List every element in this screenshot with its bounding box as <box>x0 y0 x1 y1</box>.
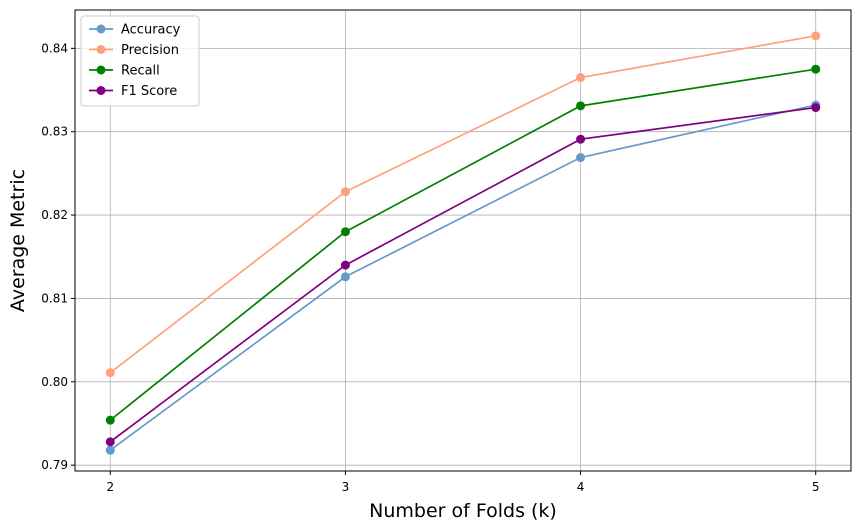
grid-lines <box>75 10 851 471</box>
y-tick-label: 0.80 <box>41 375 68 389</box>
data-point-accuracy <box>576 153 586 163</box>
legend-swatch-marker <box>96 24 106 34</box>
series-group <box>105 31 821 455</box>
data-point-recall <box>576 101 586 111</box>
legend-swatch-marker <box>96 65 106 75</box>
y-tick-label: 0.81 <box>41 291 68 305</box>
data-point-precision <box>105 368 115 378</box>
x-tick-label: 3 <box>342 480 350 494</box>
data-point-f1-score <box>105 437 115 447</box>
legend-label: Precision <box>121 43 179 58</box>
x-axis-title: Number of Folds (k) <box>369 500 557 522</box>
legend-swatch-marker <box>96 45 106 54</box>
data-point-accuracy <box>105 445 115 455</box>
data-point-f1-score <box>576 134 586 144</box>
data-point-precision <box>340 187 350 197</box>
data-point-recall <box>340 227 350 237</box>
series-line-accuracy <box>109 104 816 451</box>
plot-frame <box>74 9 852 472</box>
data-point-f1-score <box>340 260 350 270</box>
series-line-recall <box>109 68 816 421</box>
legend-swatch-marker <box>96 86 106 95</box>
legend-label: F1 Score <box>121 84 177 99</box>
legend: Accuracy Precision Recall F1 Score <box>80 15 200 107</box>
y-tick-label: 0.79 <box>41 458 68 472</box>
legend-item-precision: Precision <box>89 43 179 58</box>
legend-item-accuracy: Accuracy <box>89 23 181 38</box>
legend-item-recall: Recall <box>89 64 160 79</box>
series-f1-score <box>105 103 821 447</box>
data-point-precision <box>811 31 821 41</box>
x-axis: 2 3 4 5 <box>106 471 820 494</box>
y-axis-title: Average Metric <box>7 169 29 312</box>
series-precision <box>105 31 821 378</box>
y-tick-label: 0.82 <box>41 208 68 222</box>
series-line-f1-score <box>109 106 816 443</box>
x-tick-label: 5 <box>812 480 820 494</box>
legend-item-f1-score: F1 Score <box>89 84 177 99</box>
series-line-precision <box>109 35 816 374</box>
data-point-precision <box>576 73 586 83</box>
legend-label: Recall <box>121 64 160 79</box>
y-tick-label: 0.84 <box>41 41 68 55</box>
data-point-recall <box>811 64 821 74</box>
y-tick-label: 0.83 <box>41 125 68 139</box>
series-recall <box>105 64 821 425</box>
legend-label: Accuracy <box>121 23 181 38</box>
y-axis: 0.79 0.80 0.81 0.82 0.83 0.84 <box>41 41 75 472</box>
x-tick-label: 4 <box>577 480 585 494</box>
data-point-accuracy <box>340 272 350 282</box>
x-tick-label: 2 <box>106 480 114 494</box>
data-point-f1-score <box>811 103 821 113</box>
data-point-recall <box>105 415 115 425</box>
legend-box <box>80 15 200 107</box>
